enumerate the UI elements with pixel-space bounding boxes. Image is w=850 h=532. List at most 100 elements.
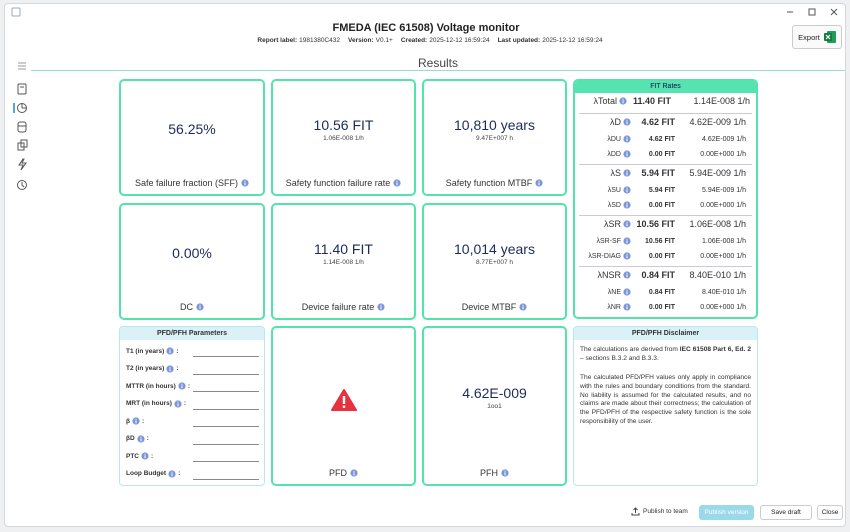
parameter-label: T2 (in years)	[126, 365, 165, 372]
info-icon[interactable]	[623, 169, 631, 177]
sidebar[interactable]	[13, 56, 33, 196]
fit-row-label: λSU	[579, 186, 631, 194]
fit-row: λSR-SF 10.56 FIT 1.06E-008 1/h	[579, 237, 752, 245]
info-icon[interactable]	[623, 118, 631, 126]
info-icon[interactable]	[166, 364, 174, 373]
parameter-input[interactable]	[193, 373, 259, 375]
fit-value: 0.00 FIT	[648, 303, 675, 311]
disclaimer-panel: PFD/PFH Disclaimer The calculations are d…	[573, 326, 758, 486]
fit-value: 0.00 FIT	[648, 201, 675, 209]
fit-row: λSR 10.56 FIT 1.06E-008 1/h	[579, 219, 752, 229]
info-icon[interactable]	[141, 452, 149, 460]
info-icon[interactable]	[623, 303, 631, 311]
fit-value: 0.00 FIT	[648, 252, 675, 260]
result-card: 11.40 FIT 1.14E-008 1/h Device failure rat…	[271, 203, 416, 320]
info-icon[interactable]	[501, 469, 509, 477]
close-label: Close	[821, 509, 839, 516]
info-icon[interactable]	[168, 469, 176, 478]
export-button[interactable]: Export	[792, 25, 842, 49]
card-label: Safe failure fraction (SFF)	[121, 178, 263, 188]
fit-value: 11.40 FIT	[632, 96, 671, 106]
parameter-separator: :	[178, 470, 181, 477]
card-label: PFD	[273, 468, 414, 478]
fit-row: λS 5.94 FIT 5.94E-009 1/h	[579, 168, 752, 178]
info-icon[interactable]	[623, 186, 631, 194]
info-icon[interactable]	[623, 201, 631, 209]
info-icon[interactable]	[623, 288, 631, 296]
fit-rates-title: FIT Rates	[575, 81, 756, 93]
info-icon[interactable]	[623, 271, 631, 279]
result-card: 10,014 years 8.77E+007 h Device MTBF	[422, 203, 567, 320]
fit-value: 5.94 FIT	[641, 168, 675, 178]
info-icon[interactable]	[178, 382, 186, 390]
parameter-input[interactable]	[193, 426, 259, 427]
info-icon[interactable]	[535, 179, 543, 187]
info-icon[interactable]	[350, 469, 358, 477]
fit-row: λSR-DIAG 0.00 FIT 0.00E+000 1/h	[579, 252, 752, 260]
publish-team[interactable]: Publish to team	[631, 507, 688, 516]
fit-symbol: λS	[610, 168, 621, 178]
info-icon[interactable]	[132, 417, 140, 425]
section-title: Results	[417, 56, 458, 70]
parameter-label: βD	[126, 435, 135, 442]
fit-rate: 4.62E-009 1/h	[689, 117, 746, 127]
parameter-label: MTTR (in hours)	[126, 382, 176, 390]
info-icon[interactable]	[623, 220, 631, 228]
fit-rate: 1.06E-008 1/h	[702, 237, 746, 245]
fit-row-label: λTotal	[575, 96, 627, 106]
parameter-separator: :	[151, 452, 154, 460]
parameter-input[interactable]	[193, 408, 259, 410]
info-icon[interactable]	[241, 179, 249, 187]
info-icon[interactable]	[137, 434, 145, 443]
save-draft-button[interactable]: Save draft	[760, 505, 812, 520]
meta-value: 1981380C432	[299, 37, 341, 44]
card-value: 10.56 FIT	[313, 117, 374, 133]
card-value: 56.25%	[168, 121, 216, 137]
fit-rates-panel: FIT Rates λTotal 11.40 FIT 1.14E-008 1/h λD 4…	[573, 79, 758, 319]
meta-label: Report label:	[257, 37, 298, 44]
info-icon[interactable]	[623, 252, 631, 260]
close-button[interactable]: Close	[817, 505, 843, 520]
info-icon[interactable]	[623, 237, 631, 245]
parameter-field: β:	[126, 417, 144, 425]
info-icon[interactable]	[166, 347, 174, 355]
parameters-title: PFD/PFH Parameters	[120, 327, 264, 340]
export-label: Export	[798, 32, 820, 42]
fit-row-label: λNR	[579, 303, 631, 311]
info-icon[interactable]	[377, 303, 385, 311]
info-icon[interactable]	[174, 399, 182, 408]
parameter-input[interactable]	[193, 356, 259, 357]
parameter-input[interactable]	[193, 461, 259, 462]
info-icon[interactable]	[196, 303, 204, 311]
parameter-input[interactable]	[193, 443, 259, 445]
card-label-text: PFD	[329, 468, 347, 478]
parameter-input[interactable]	[193, 391, 259, 392]
fit-row: λSD 0.00 FIT 0.00E+000 1/h	[579, 201, 752, 209]
publish-version-button[interactable]: Publish version	[699, 505, 754, 520]
parameter-separator: :	[141, 417, 145, 425]
parameter-separator: :	[187, 382, 190, 390]
parameter-input[interactable]	[193, 478, 259, 480]
fit-symbol: λSR-DIAG	[588, 252, 621, 260]
card-label: Safety function failure rate	[273, 178, 414, 188]
parameter-label: PTC	[126, 452, 139, 460]
disclaimer-paragraph: The calculations are derived from IEC 61…	[580, 346, 751, 364]
parameter-field: T2 (in years):	[126, 364, 178, 373]
fit-group: λSR 10.56 FIT 1.06E-008 1/h λSR-SF 10.56 FIT…	[579, 215, 752, 266]
info-icon[interactable]	[623, 135, 631, 143]
info-icon[interactable]	[393, 179, 401, 187]
fit-symbol: λSU	[607, 186, 621, 194]
disclaimer-title: PFD/PFH Disclaimer	[574, 327, 757, 340]
info-icon[interactable]	[623, 150, 631, 158]
excel-icon	[823, 31, 836, 43]
info-icon[interactable]	[519, 303, 527, 311]
window-controls[interactable]	[781, 6, 845, 18]
card-label-text: Safety function failure rate	[285, 178, 391, 188]
card-label: DC	[121, 302, 263, 312]
fit-rate: 0.00E+000 1/h	[700, 252, 746, 260]
parameter-separator: :	[146, 435, 149, 442]
fit-row: λDD 0.00 FIT 0.00E+000 1/h	[579, 150, 752, 158]
info-icon[interactable]	[619, 97, 627, 105]
disclaimer-text: – sections B.3.2 and B.3.3.	[580, 354, 659, 362]
card-label-text: Device MTBF	[461, 302, 517, 312]
